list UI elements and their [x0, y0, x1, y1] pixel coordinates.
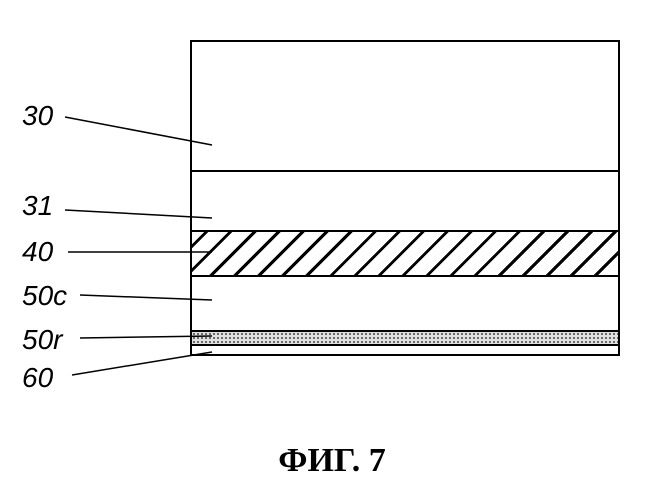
label-50r: 50r — [22, 324, 62, 356]
label-60: 60 — [22, 362, 53, 394]
label-40: 40 — [22, 236, 53, 268]
layer-stack — [190, 40, 620, 400]
layer-50r — [190, 330, 620, 344]
layer-50c — [190, 275, 620, 330]
label-50c: 50c — [22, 280, 67, 312]
figure-caption: ФИГ. 7 — [0, 442, 664, 480]
layer-60 — [190, 344, 620, 356]
layer-31 — [190, 170, 620, 230]
label-31: 31 — [22, 190, 53, 222]
layer-30 — [190, 40, 620, 170]
layer-40 — [190, 230, 620, 275]
label-30: 30 — [22, 100, 53, 132]
